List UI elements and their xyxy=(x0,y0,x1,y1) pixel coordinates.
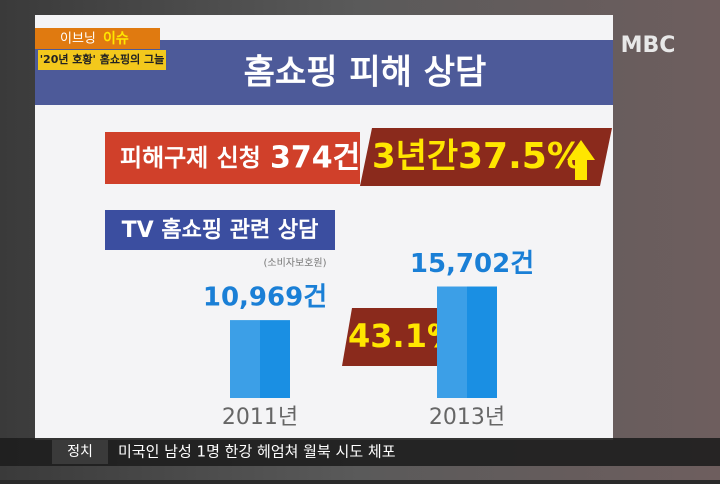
logo: MBC xyxy=(621,33,676,58)
annotation-badge xyxy=(342,308,468,366)
claim-label: 피해구제 신청 xyxy=(120,144,261,172)
growth: 37.5% xyxy=(458,136,583,177)
program-badge xyxy=(35,28,160,49)
bar xyxy=(437,286,497,398)
ticker-section-box xyxy=(52,440,108,464)
chart-title-band xyxy=(105,210,335,250)
value-label: 10,969건 xyxy=(203,283,327,313)
ticker-band xyxy=(0,438,720,466)
bar-chart: 10,969건 2011년 15,702건 2013년 xyxy=(203,249,534,430)
program: 이브닝 xyxy=(60,32,96,47)
segment: 이슈 xyxy=(103,30,129,47)
up-arrow xyxy=(567,140,595,180)
growth-banner xyxy=(360,128,612,186)
period: 3년간 xyxy=(372,137,458,177)
headline: '20년 호황' 홈쇼핑의 그늘 xyxy=(40,52,165,66)
bar-highlight xyxy=(230,320,260,398)
chart-source: (소비자보호원) xyxy=(263,257,326,269)
ticker-section: 정치 xyxy=(67,444,93,460)
ticker-text: 미국인 남성 1명 한강 헤엄쳐 월북 시도 체포 xyxy=(118,443,396,461)
claim-count: 374건 xyxy=(270,141,360,176)
x-tick-label: 2013년 xyxy=(429,405,505,430)
board-title: 홈쇼핑 피해 상담 xyxy=(244,53,487,93)
chart-title: TV 홈쇼핑 관련 상담 xyxy=(122,218,319,243)
bar-highlight xyxy=(437,286,467,398)
x-tick-label: 2011년 xyxy=(222,405,298,430)
headline-badge xyxy=(38,50,166,70)
claim-banner xyxy=(105,132,360,184)
bar xyxy=(230,320,290,398)
value-label: 15,702건 xyxy=(410,249,534,279)
